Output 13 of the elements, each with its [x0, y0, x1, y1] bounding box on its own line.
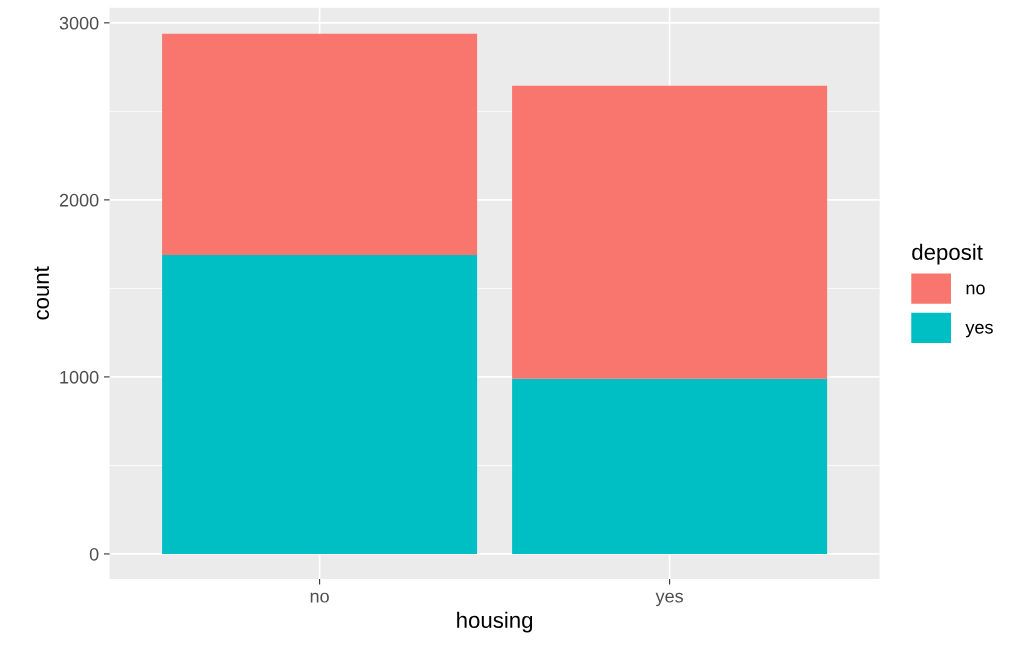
bar: [512, 378, 828, 554]
bar: [162, 33, 478, 255]
bar: [162, 254, 478, 554]
y-tick-label: 2000: [59, 193, 99, 207]
x-axis-title: housing: [457, 611, 533, 633]
bar: [512, 85, 828, 379]
legend-label: yes: [965, 323, 993, 338]
y-axis-title: count: [34, 266, 50, 320]
y-tick-label: 3000: [59, 16, 99, 30]
y-tick-label: 0: [89, 547, 99, 561]
legend-label: no: [966, 284, 985, 295]
legend-title: deposit: [912, 243, 983, 265]
y-tick-label: 1000: [60, 370, 99, 384]
